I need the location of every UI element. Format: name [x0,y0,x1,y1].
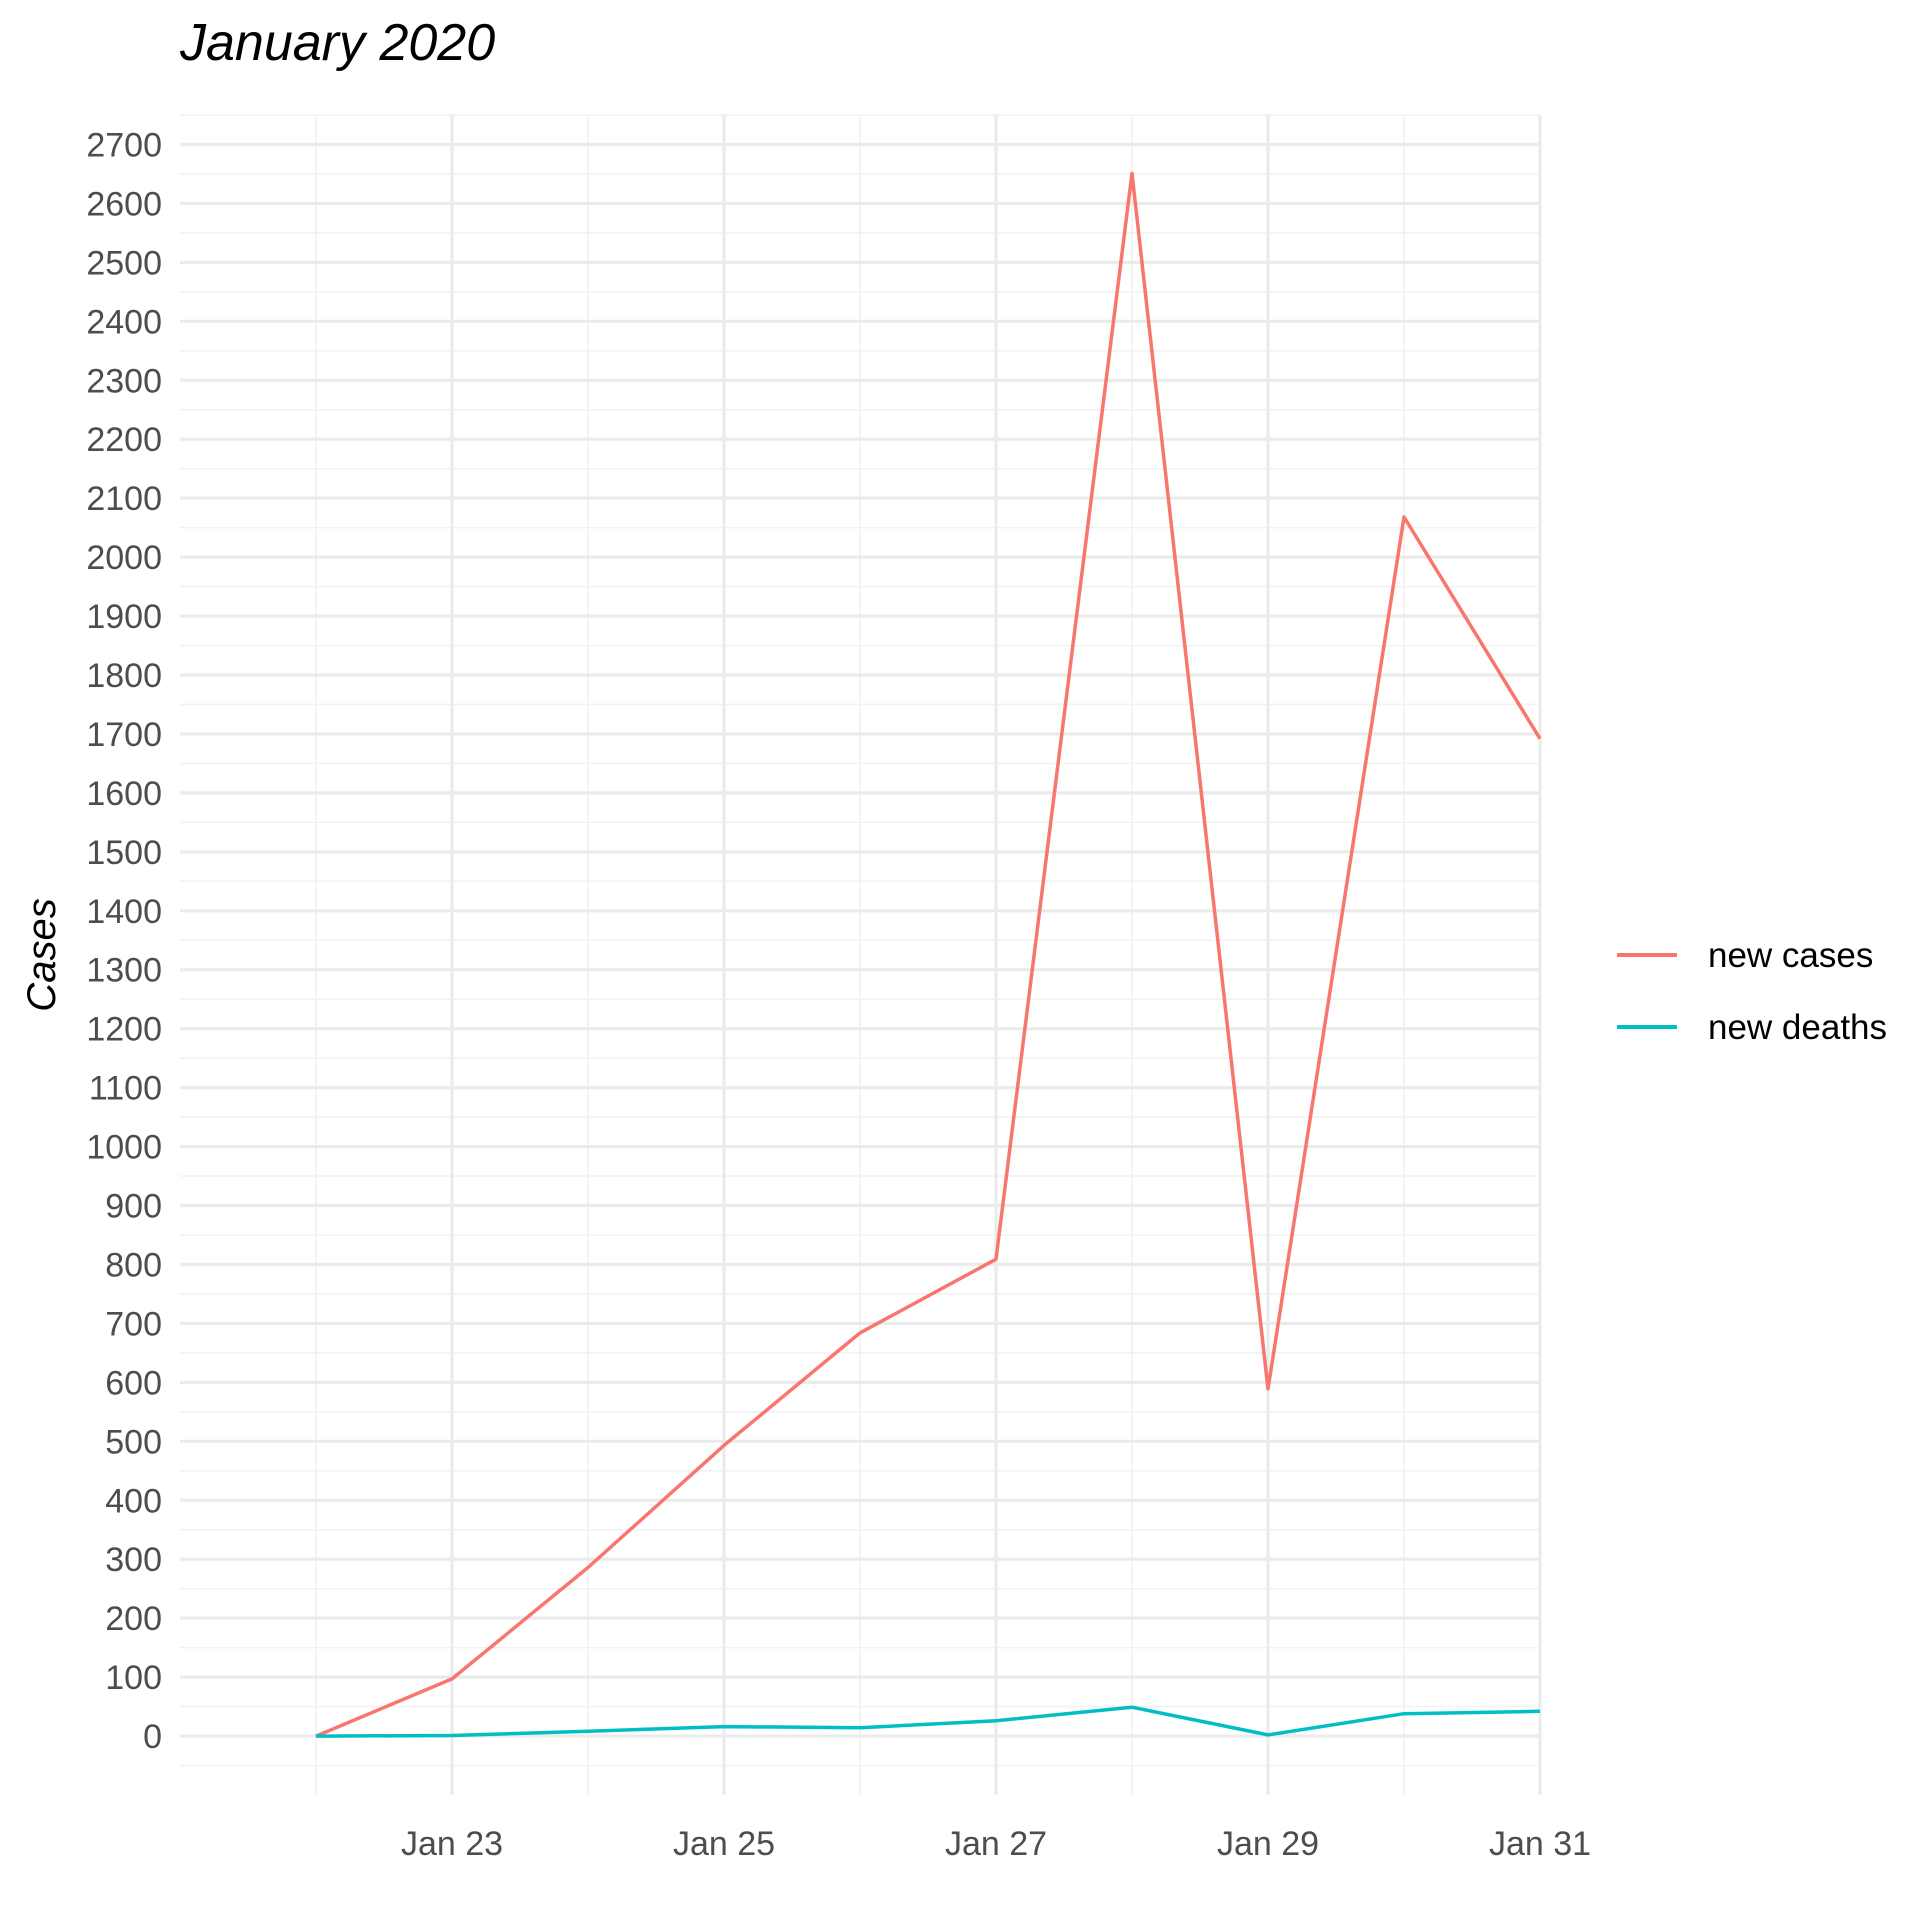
y-tick-label: 800 [105,1246,162,1284]
x-tick-label: Jan 27 [945,1825,1047,1863]
y-tick-label: 200 [105,1600,162,1638]
series-lines [315,171,1542,1738]
y-tick-label: 2400 [86,303,162,341]
x-tick-label: Jan 31 [1489,1825,1591,1863]
y-tick-label: 1100 [89,1070,162,1108]
y-tick-label: 1200 [86,1011,162,1049]
series-line-new-cases [315,171,1542,1738]
x-tick-label: Jan 25 [673,1825,775,1863]
y-tick-label: 1600 [86,775,162,813]
x-axis-tick-labels: Jan 23 Jan 25 Jan 27 Jan 29 Jan 31 [401,1825,1591,1863]
y-tick-label: 700 [105,1305,162,1343]
y-tick-label: 1900 [86,598,162,636]
y-tick-label: 100 [105,1659,162,1697]
y-tick-label: 2200 [86,421,162,459]
x-tick-label: Jan 23 [401,1825,503,1863]
chart-title: January 2020 [179,14,495,72]
series-line-new-deaths [315,1705,1541,1738]
y-tick-label: 2500 [86,244,162,282]
y-tick-label: 1700 [86,716,162,754]
y-tick-label: 2600 [86,185,162,223]
legend-label: new cases [1708,936,1873,975]
y-tick-label: 2000 [86,539,162,577]
legend-label: new deaths [1708,1008,1887,1047]
y-tick-label: 1800 [86,657,162,695]
y-axis-label: Cases [20,898,64,1011]
y-axis-tick-labels: 0 100 200 300 400 500 600 700 800 900 1000 1100 1200… [86,126,162,1756]
y-tick-label: 0 [143,1718,162,1756]
y-tick-label: 400 [105,1482,162,1520]
y-tick-label: 1500 [86,834,162,872]
y-tick-label: 2300 [86,362,162,400]
y-tick-label: 300 [105,1541,162,1579]
y-tick-label: 2700 [86,126,162,164]
y-tick-label: 1300 [86,952,162,990]
legend: new cases new deaths [1617,936,1887,1047]
y-tick-label: 1400 [86,893,162,931]
grid-lines [180,114,1542,1795]
y-tick-label: 900 [105,1188,162,1226]
y-tick-label: 500 [105,1423,162,1461]
y-tick-label: 1000 [86,1129,162,1167]
y-tick-label: 2100 [86,480,162,518]
x-tick-label: Jan 29 [1217,1825,1319,1863]
y-tick-label: 600 [105,1364,162,1402]
